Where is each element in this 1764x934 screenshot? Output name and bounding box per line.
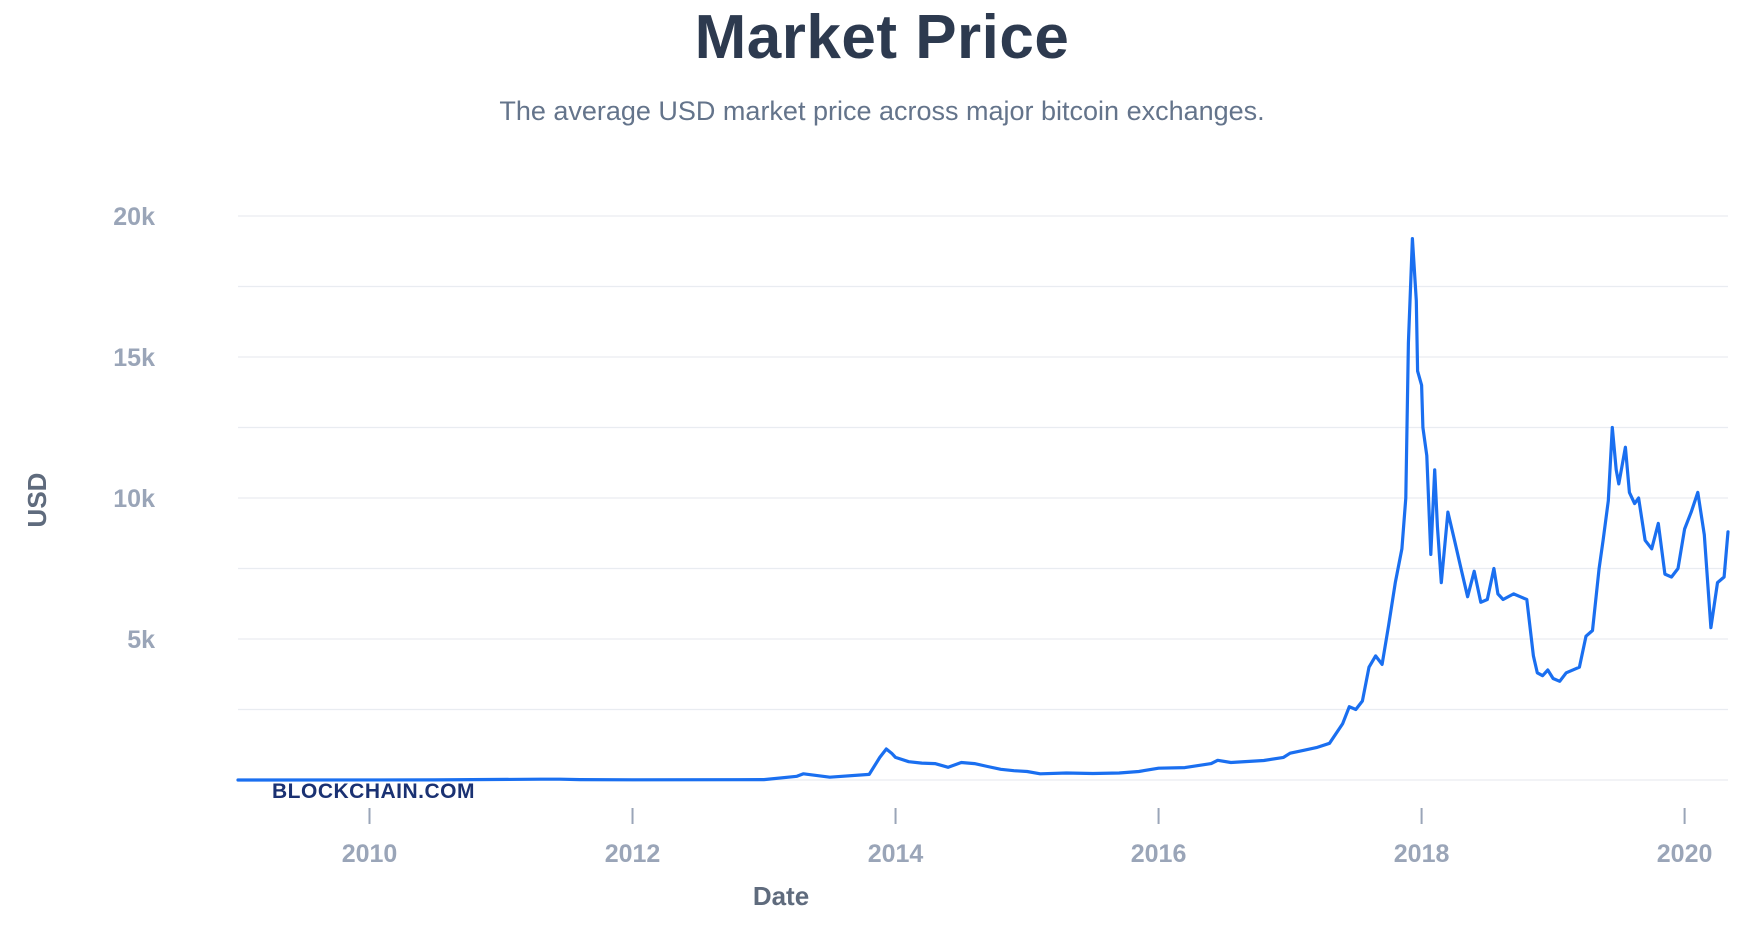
x-tick-label: 2010 bbox=[342, 840, 398, 868]
chart-subtitle: The average USD market price across majo… bbox=[499, 96, 1265, 126]
price-series-line bbox=[236, 237, 1730, 782]
y-tick-label: 15k bbox=[113, 344, 155, 372]
x-tick-label: 2016 bbox=[1131, 840, 1187, 868]
y-axis-ticks: 5k 10k 15k 20k bbox=[113, 203, 155, 654]
y-axis-label: USD bbox=[22, 473, 52, 528]
y-tick-label: 10k bbox=[113, 485, 155, 513]
y-tick-label: 5k bbox=[127, 626, 155, 654]
grid-lines bbox=[238, 215, 1728, 781]
x-tick-label: 2020 bbox=[1657, 840, 1713, 868]
x-axis-label: Date bbox=[753, 881, 809, 911]
x-tick-label: 2014 bbox=[868, 840, 924, 868]
x-tick-label: 2012 bbox=[605, 840, 661, 868]
blockchain-logo: BLOCKCHAIN.COM bbox=[272, 780, 475, 803]
x-tick-label: 2018 bbox=[1394, 840, 1450, 868]
y-tick-label: 20k bbox=[113, 203, 155, 231]
x-axis-ticks: 2010 2012 2014 2016 2018 2020 bbox=[342, 808, 1713, 868]
chart-title: Market Price bbox=[694, 3, 1070, 72]
